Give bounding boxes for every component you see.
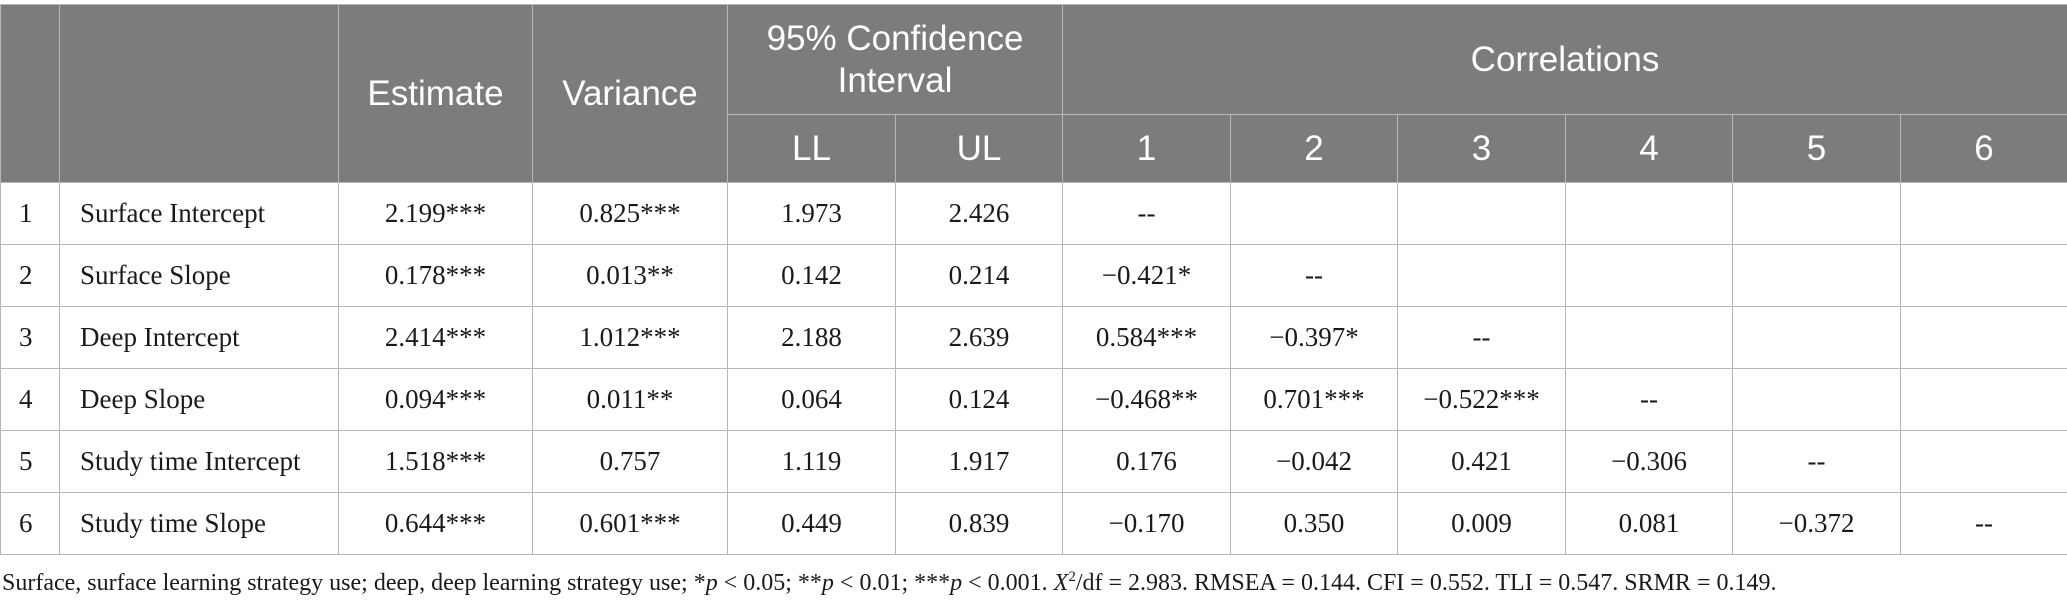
variance-cell: 0.825*** [532, 182, 728, 245]
corr-cell: −0.468** [1062, 368, 1231, 431]
row-label: Deep Intercept [59, 306, 339, 369]
ll-cell: 0.449 [727, 492, 896, 555]
row-label: Study time Slope [59, 492, 339, 555]
estimate-cell: 2.414*** [338, 306, 533, 369]
header-label-cell [59, 4, 339, 183]
header-corr-5: 5 [1732, 114, 1901, 183]
corr-cell: 0.350 [1230, 492, 1398, 555]
corr-cell [1565, 306, 1733, 369]
variance-cell: 0.013** [532, 244, 728, 307]
corr-cell: -- [1230, 244, 1398, 307]
ul-cell: 0.214 [895, 244, 1063, 307]
header-corr-1: 1 [1062, 114, 1231, 183]
corr-cell: −0.042 [1230, 430, 1398, 493]
variance-cell: 1.012*** [532, 306, 728, 369]
table-footnote: Surface, surface learning strategy use; … [2, 569, 1777, 597]
corr-cell [1732, 368, 1901, 431]
row-number: 3 [0, 306, 60, 369]
ll-cell: 0.064 [727, 368, 896, 431]
corr-cell [1397, 244, 1566, 307]
header-ul: UL [895, 114, 1063, 183]
corr-cell [1732, 182, 1901, 245]
corr-cell: −0.170 [1062, 492, 1231, 555]
row-label: Surface Slope [59, 244, 339, 307]
table-row: 6 Study time Slope 0.644*** 0.601*** 0.4… [0, 492, 2067, 555]
corr-cell: -- [1397, 306, 1566, 369]
corr-cell [1899, 182, 2067, 245]
estimate-cell: 1.518*** [338, 430, 533, 493]
table-row: 2 Surface Slope 0.178*** 0.013** 0.142 0… [0, 244, 2067, 307]
corr-cell: −0.306 [1565, 430, 1733, 493]
corr-cell [1732, 306, 1901, 369]
corr-cell [1899, 368, 2067, 431]
header-corr-6: 6 [1899, 114, 2067, 183]
corr-cell: 0.176 [1062, 430, 1231, 493]
header-correlations: Correlations [1061, 4, 2067, 115]
corr-cell [1899, 306, 2067, 369]
ul-cell: 0.839 [895, 492, 1063, 555]
header-confidence-interval: 95% Confidence Interval [727, 4, 1063, 115]
corr-cell: −0.421* [1062, 244, 1231, 307]
corr-cell [1230, 182, 1398, 245]
ll-cell: 0.142 [727, 244, 896, 307]
header-index-cell [0, 4, 60, 183]
ll-cell: 2.188 [727, 306, 896, 369]
row-number: 2 [0, 244, 60, 307]
table-header: Estimate Variance 95% Confidence Interva… [0, 4, 2067, 183]
corr-cell: −0.522*** [1397, 368, 1566, 431]
corr-cell [1732, 244, 1901, 307]
corr-cell: −0.397* [1230, 306, 1398, 369]
header-corr-4: 4 [1565, 114, 1733, 183]
estimate-cell: 0.644*** [338, 492, 533, 555]
header-corr-3: 3 [1397, 114, 1566, 183]
header-ll: LL [727, 114, 896, 183]
corr-cell: -- [1899, 492, 2067, 555]
corr-cell: −0.372 [1732, 492, 1901, 555]
corr-cell [1565, 244, 1733, 307]
ll-cell: 1.973 [727, 182, 896, 245]
variance-cell: 0.011** [532, 368, 728, 431]
row-number: 4 [0, 368, 60, 431]
row-label: Deep Slope [59, 368, 339, 431]
corr-cell: 0.584*** [1062, 306, 1231, 369]
corr-cell [1899, 430, 2067, 493]
table-row: 1 Surface Intercept 2.199*** 0.825*** 1.… [0, 182, 2067, 245]
estimate-cell: 0.178*** [338, 244, 533, 307]
corr-cell: -- [1565, 368, 1733, 431]
variance-cell: 0.757 [532, 430, 728, 493]
variance-cell: 0.601*** [532, 492, 728, 555]
ul-cell: 1.917 [895, 430, 1063, 493]
ul-cell: 2.639 [895, 306, 1063, 369]
corr-cell: 0.701*** [1230, 368, 1398, 431]
table-row: 3 Deep Intercept 2.414*** 1.012*** 2.188… [0, 306, 2067, 369]
corr-cell: 0.421 [1397, 430, 1566, 493]
corr-cell: -- [1732, 430, 1901, 493]
corr-cell [1565, 182, 1733, 245]
corr-cell [1397, 182, 1566, 245]
table-body: 1 Surface Intercept 2.199*** 0.825*** 1.… [0, 182, 2067, 555]
ul-cell: 0.124 [895, 368, 1063, 431]
corr-cell [1899, 244, 2067, 307]
row-number: 5 [0, 430, 60, 493]
results-table: Estimate Variance 95% Confidence Interva… [0, 4, 2067, 555]
row-label: Surface Intercept [59, 182, 339, 245]
table-row: 5 Study time Intercept 1.518*** 0.757 1.… [0, 430, 2067, 493]
row-number: 6 [0, 492, 60, 555]
corr-cell: -- [1062, 182, 1231, 245]
estimate-cell: 2.199*** [338, 182, 533, 245]
header-variance: Variance [532, 4, 728, 183]
table-row: 4 Deep Slope 0.094*** 0.011** 0.064 0.12… [0, 368, 2067, 431]
ul-cell: 2.426 [895, 182, 1063, 245]
estimate-cell: 0.094*** [338, 368, 533, 431]
corr-cell: 0.081 [1565, 492, 1733, 555]
header-corr-2: 2 [1230, 114, 1398, 183]
ll-cell: 1.119 [727, 430, 896, 493]
corr-cell: 0.009 [1397, 492, 1566, 555]
row-number: 1 [0, 182, 60, 245]
header-estimate: Estimate [338, 4, 533, 183]
row-label: Study time Intercept [59, 430, 339, 493]
